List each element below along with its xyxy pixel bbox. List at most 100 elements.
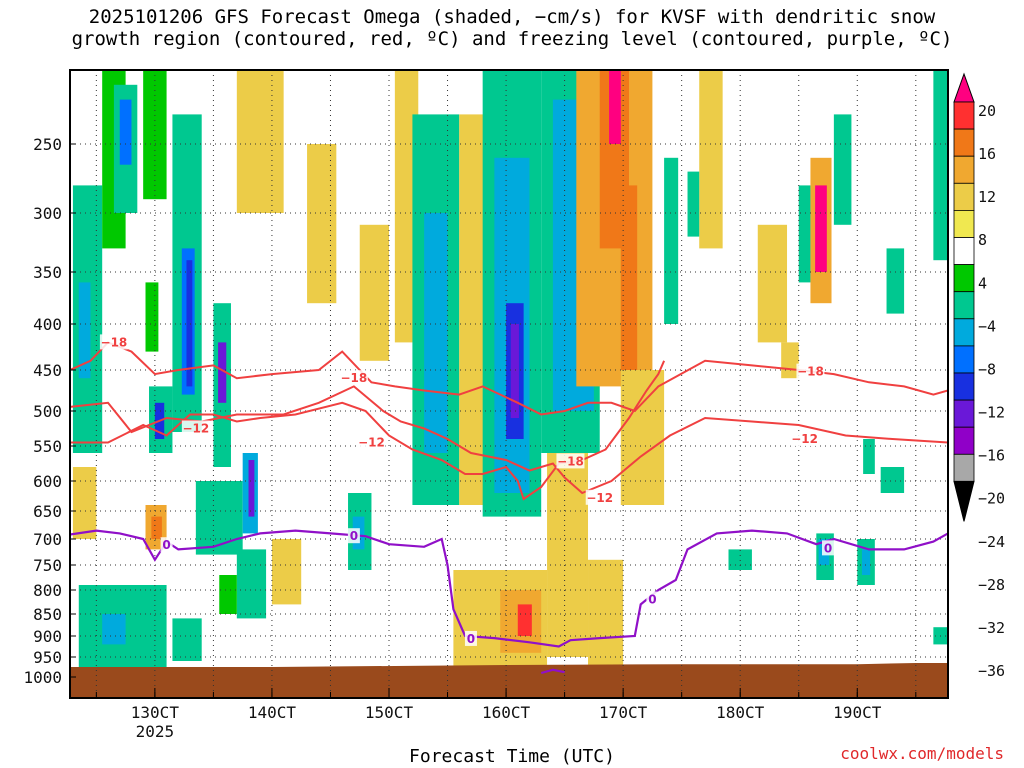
colorbar-label: 4 <box>978 274 987 292</box>
omega-cell <box>933 70 948 261</box>
omega-cell <box>195 481 243 555</box>
omega-cell <box>78 282 91 379</box>
x-tick-label: 180CT <box>716 703 765 722</box>
colorbar-label: −12 <box>978 404 1005 422</box>
contour-label-text: 0 <box>350 529 358 543</box>
colorbar-label: −28 <box>978 576 1005 594</box>
contour-label-bg <box>357 434 386 450</box>
y-tick-label: 400 <box>33 315 62 334</box>
omega-cell <box>547 453 589 657</box>
omega-cell <box>620 370 665 505</box>
y-tick-label: 300 <box>33 204 62 223</box>
dendritic-contour <box>70 360 666 501</box>
contour-label-bg <box>822 540 835 556</box>
contour-label: 0 <box>160 537 173 553</box>
omega-cell <box>510 324 519 418</box>
omega-cell <box>236 549 267 619</box>
contour-label-bg <box>347 528 360 544</box>
colorbar-swatch <box>953 101 975 130</box>
colorbar-swatch <box>953 209 975 238</box>
contour-label-text: −12 <box>791 432 818 446</box>
omega-cell <box>699 70 723 249</box>
omega-cell <box>271 539 302 605</box>
contour-label-layer: −18 −18 −18 −12 −12 −12 −12 −18 0 0 0 0 0 <box>99 334 835 646</box>
colorbar-swatch <box>953 128 975 157</box>
contour-label: −12 <box>790 431 819 446</box>
omega-cell <box>248 460 255 517</box>
x-tick-label: 150CT <box>365 703 414 722</box>
contour-label: 0 <box>464 630 477 646</box>
terrain-surface <box>70 663 948 698</box>
contour-label-bg <box>160 537 173 553</box>
contour-label: −18 <box>339 370 368 386</box>
y-tick-label: 800 <box>33 581 62 600</box>
omega-cell <box>219 575 237 614</box>
x-tick-label: 130CT <box>131 703 180 722</box>
contour-label-text: 0 <box>824 541 832 555</box>
colorbar-label: 16 <box>978 145 996 163</box>
freezing-level-contour-small <box>540 668 565 675</box>
y-tick-label: 1000 <box>23 668 62 687</box>
omega-cell <box>72 467 97 539</box>
omega-cell <box>517 604 532 636</box>
omega-cell <box>143 70 167 200</box>
contour-label: −12 <box>585 489 614 505</box>
colorbar-label: −32 <box>978 619 1005 637</box>
omega-shading-layer <box>72 70 948 673</box>
colorbar-label: −20 <box>978 490 1005 508</box>
omega-cell <box>145 282 159 352</box>
contour-label: −18 <box>796 363 825 379</box>
contour-label: −12 <box>181 420 210 436</box>
contour-label-bg <box>790 431 819 446</box>
colorbar-swatch <box>953 345 975 374</box>
y-tick-label: 500 <box>33 402 62 421</box>
contour-label-text: −12 <box>586 491 613 505</box>
contour-label: −18 <box>99 334 128 350</box>
omega-cell <box>833 114 852 225</box>
colorbar-swatch <box>953 318 975 347</box>
colorbar-swatch <box>953 237 975 266</box>
contour-label-text: −18 <box>797 365 824 379</box>
contour-label: −18 <box>556 453 585 469</box>
colorbar-label: −8 <box>978 360 996 378</box>
y-tick-label: 650 <box>33 502 62 521</box>
y-tick-label: 900 <box>33 627 62 646</box>
contour-label-text: −18 <box>341 371 368 385</box>
contour-label-bg <box>585 489 614 505</box>
contour-label-bg <box>796 363 825 379</box>
y-tick-label: 250 <box>33 135 62 154</box>
omega-cell <box>172 618 202 661</box>
omega-cell <box>102 614 126 645</box>
omega-cell <box>588 559 624 665</box>
x-tick-label: 190CT <box>833 703 882 722</box>
omega-cell <box>186 260 193 387</box>
contour-label-bg <box>556 453 585 469</box>
colorbar-swatch <box>953 182 975 211</box>
y-axis: 250 300 350 400 450 500 550 600 650 700 750 800 850 9… <box>23 135 76 687</box>
colorbar-label: 20 <box>978 102 996 120</box>
colorbar-swatch <box>953 264 975 293</box>
contour-label-text: −12 <box>358 436 385 450</box>
omega-cell <box>798 185 811 283</box>
colorbar-swatch <box>953 372 975 401</box>
contour-label-bg <box>181 420 210 436</box>
omega-cell <box>119 99 132 165</box>
omega-cell <box>863 439 875 474</box>
y-tick-label: 750 <box>33 556 62 575</box>
omega-cell <box>424 213 448 453</box>
credit-link[interactable]: coolwx.com/models <box>840 744 1004 763</box>
omega-cell <box>757 224 788 343</box>
contour-label-text: −18 <box>101 335 128 349</box>
omega-cell <box>815 185 827 272</box>
colorbar-label: −24 <box>978 533 1005 551</box>
colorbar-top-arrow <box>953 72 975 103</box>
colorbar-swatch <box>953 426 975 455</box>
omega-cell <box>609 70 621 144</box>
omega-cell <box>861 549 871 575</box>
colorbar-label: −4 <box>978 317 996 335</box>
y-tick-label: 950 <box>33 648 62 667</box>
colorbar-label: −16 <box>978 447 1005 465</box>
omega-cell <box>620 185 638 370</box>
contour-label: 0 <box>347 528 360 544</box>
y-tick-label: 350 <box>33 263 62 282</box>
